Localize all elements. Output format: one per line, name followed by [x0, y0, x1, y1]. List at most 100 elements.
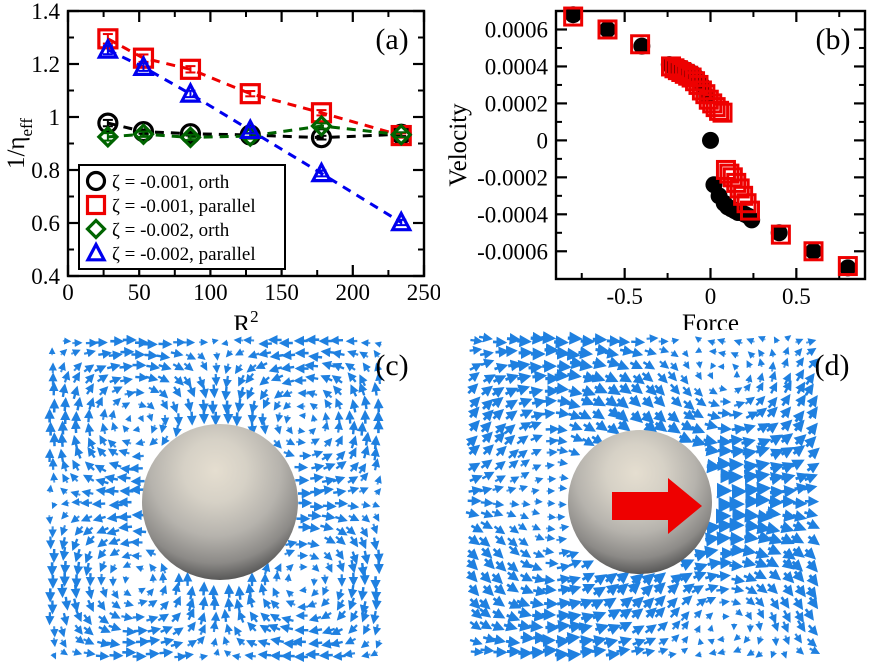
flow-arrow: [73, 609, 83, 623]
flow-arrow: [470, 523, 484, 533]
flow-arrow: [704, 532, 721, 547]
data-point: [597, 19, 618, 40]
flow-arrow: [679, 572, 693, 584]
flow-arrow: [765, 556, 780, 568]
flow-arrow: [806, 637, 818, 648]
flow-arrow: [492, 499, 505, 509]
flow-arrow: [480, 519, 494, 529]
flow-arrow: [556, 446, 569, 455]
flow-arrow: [283, 449, 295, 458]
flow-arrow: [691, 422, 706, 434]
flow-arrow: [693, 609, 703, 619]
flow-arrow: [57, 361, 66, 373]
x-tick-label: 0: [705, 284, 717, 309]
flow-arrow: [197, 352, 206, 361]
flow-arrow: [581, 436, 595, 446]
data-point: [96, 37, 120, 59]
flow-arrow: [348, 447, 357, 460]
flow-arrow: [211, 338, 219, 345]
flow-arrow: [691, 408, 704, 419]
flow-arrow: [592, 356, 607, 370]
flow-arrow: [517, 449, 528, 459]
y-tick-label: 0.4: [31, 264, 60, 289]
flow-arrow: [807, 533, 820, 546]
flow-arrow: [615, 396, 629, 409]
flow-arrow: [516, 372, 532, 385]
flow-arrow: [470, 647, 484, 657]
flow-arrow: [643, 637, 657, 647]
flow-arrow: [592, 408, 606, 420]
flow-arrow: [273, 424, 282, 435]
flow-arrow: [465, 435, 478, 448]
flow-arrow: [112, 397, 122, 407]
flow-arrow: [591, 433, 605, 445]
flow-arrow: [730, 444, 746, 459]
flow-arrow: [683, 399, 695, 411]
flow-arrow: [629, 410, 644, 424]
flow-arrow: [804, 373, 815, 386]
flow-arrow: [467, 462, 481, 473]
flow-arrow: [708, 387, 718, 395]
flow-arrow: [71, 434, 81, 449]
flow-arrow: [532, 609, 547, 622]
flow-arrow: [483, 557, 495, 570]
flow-arrow: [554, 436, 568, 446]
flow-arrow: [652, 572, 667, 586]
flow-arrow: [481, 398, 494, 411]
flow-arrow: [494, 535, 507, 546]
flow-arrow: [717, 557, 733, 570]
flow-arrow: [716, 531, 732, 546]
data-point: [839, 259, 857, 277]
flow-arrow: [133, 626, 148, 636]
flow-arrow: [691, 585, 705, 595]
flow-arrow: [198, 581, 209, 596]
flow-arrow: [566, 648, 582, 662]
flow-arrow: [779, 596, 790, 609]
flow-arrow: [618, 371, 633, 383]
flow-arrow: [670, 634, 680, 643]
flow-arrow: [182, 651, 194, 660]
flow-arrow: [795, 646, 805, 655]
flow-arrow: [509, 499, 520, 508]
flow-arrow: [125, 414, 132, 423]
flow-arrow: [682, 361, 690, 370]
flow-arrow: [716, 570, 731, 582]
flow-arrow: [768, 532, 783, 545]
flow-arrow: [681, 349, 689, 358]
flow-arrow: [87, 437, 97, 450]
flow-arrow: [618, 382, 632, 395]
flow-arrow: [348, 597, 357, 611]
flow-arrow: [221, 339, 229, 347]
flow-arrow: [782, 509, 797, 522]
flow-arrow: [494, 362, 509, 374]
flow-arrow: [334, 513, 348, 523]
flow-arrow: [96, 525, 109, 534]
flow-arrow: [70, 385, 80, 400]
flow-arrow: [515, 359, 531, 372]
flow-arrow: [517, 619, 533, 632]
flow-arrow: [766, 582, 778, 595]
flow-arrow: [703, 545, 719, 559]
flow-arrow: [148, 385, 160, 394]
flow-arrow: [669, 362, 679, 372]
flow-arrow: [532, 370, 548, 383]
flow-arrow: [617, 636, 632, 648]
y-axis-title: Velocity: [445, 103, 472, 187]
flow-arrow: [704, 419, 719, 431]
flow-arrow: [149, 573, 157, 583]
flow-arrow: [468, 486, 483, 496]
flow-arrow: [211, 373, 221, 387]
flow-arrow: [257, 348, 272, 358]
flow-arrow: [95, 477, 109, 487]
flow-arrow: [780, 520, 795, 534]
flow-arrow: [604, 347, 620, 359]
flow-arrow: [310, 473, 325, 484]
flow-arrow: [186, 585, 196, 600]
flow-arrow: [617, 418, 631, 432]
flow-arrow: [159, 422, 168, 434]
flow-arrow: [795, 381, 806, 395]
flow-arrow: [720, 397, 732, 406]
flow-arrow: [119, 538, 133, 548]
flow-arrow: [781, 610, 791, 623]
flow-arrow: [83, 364, 95, 374]
